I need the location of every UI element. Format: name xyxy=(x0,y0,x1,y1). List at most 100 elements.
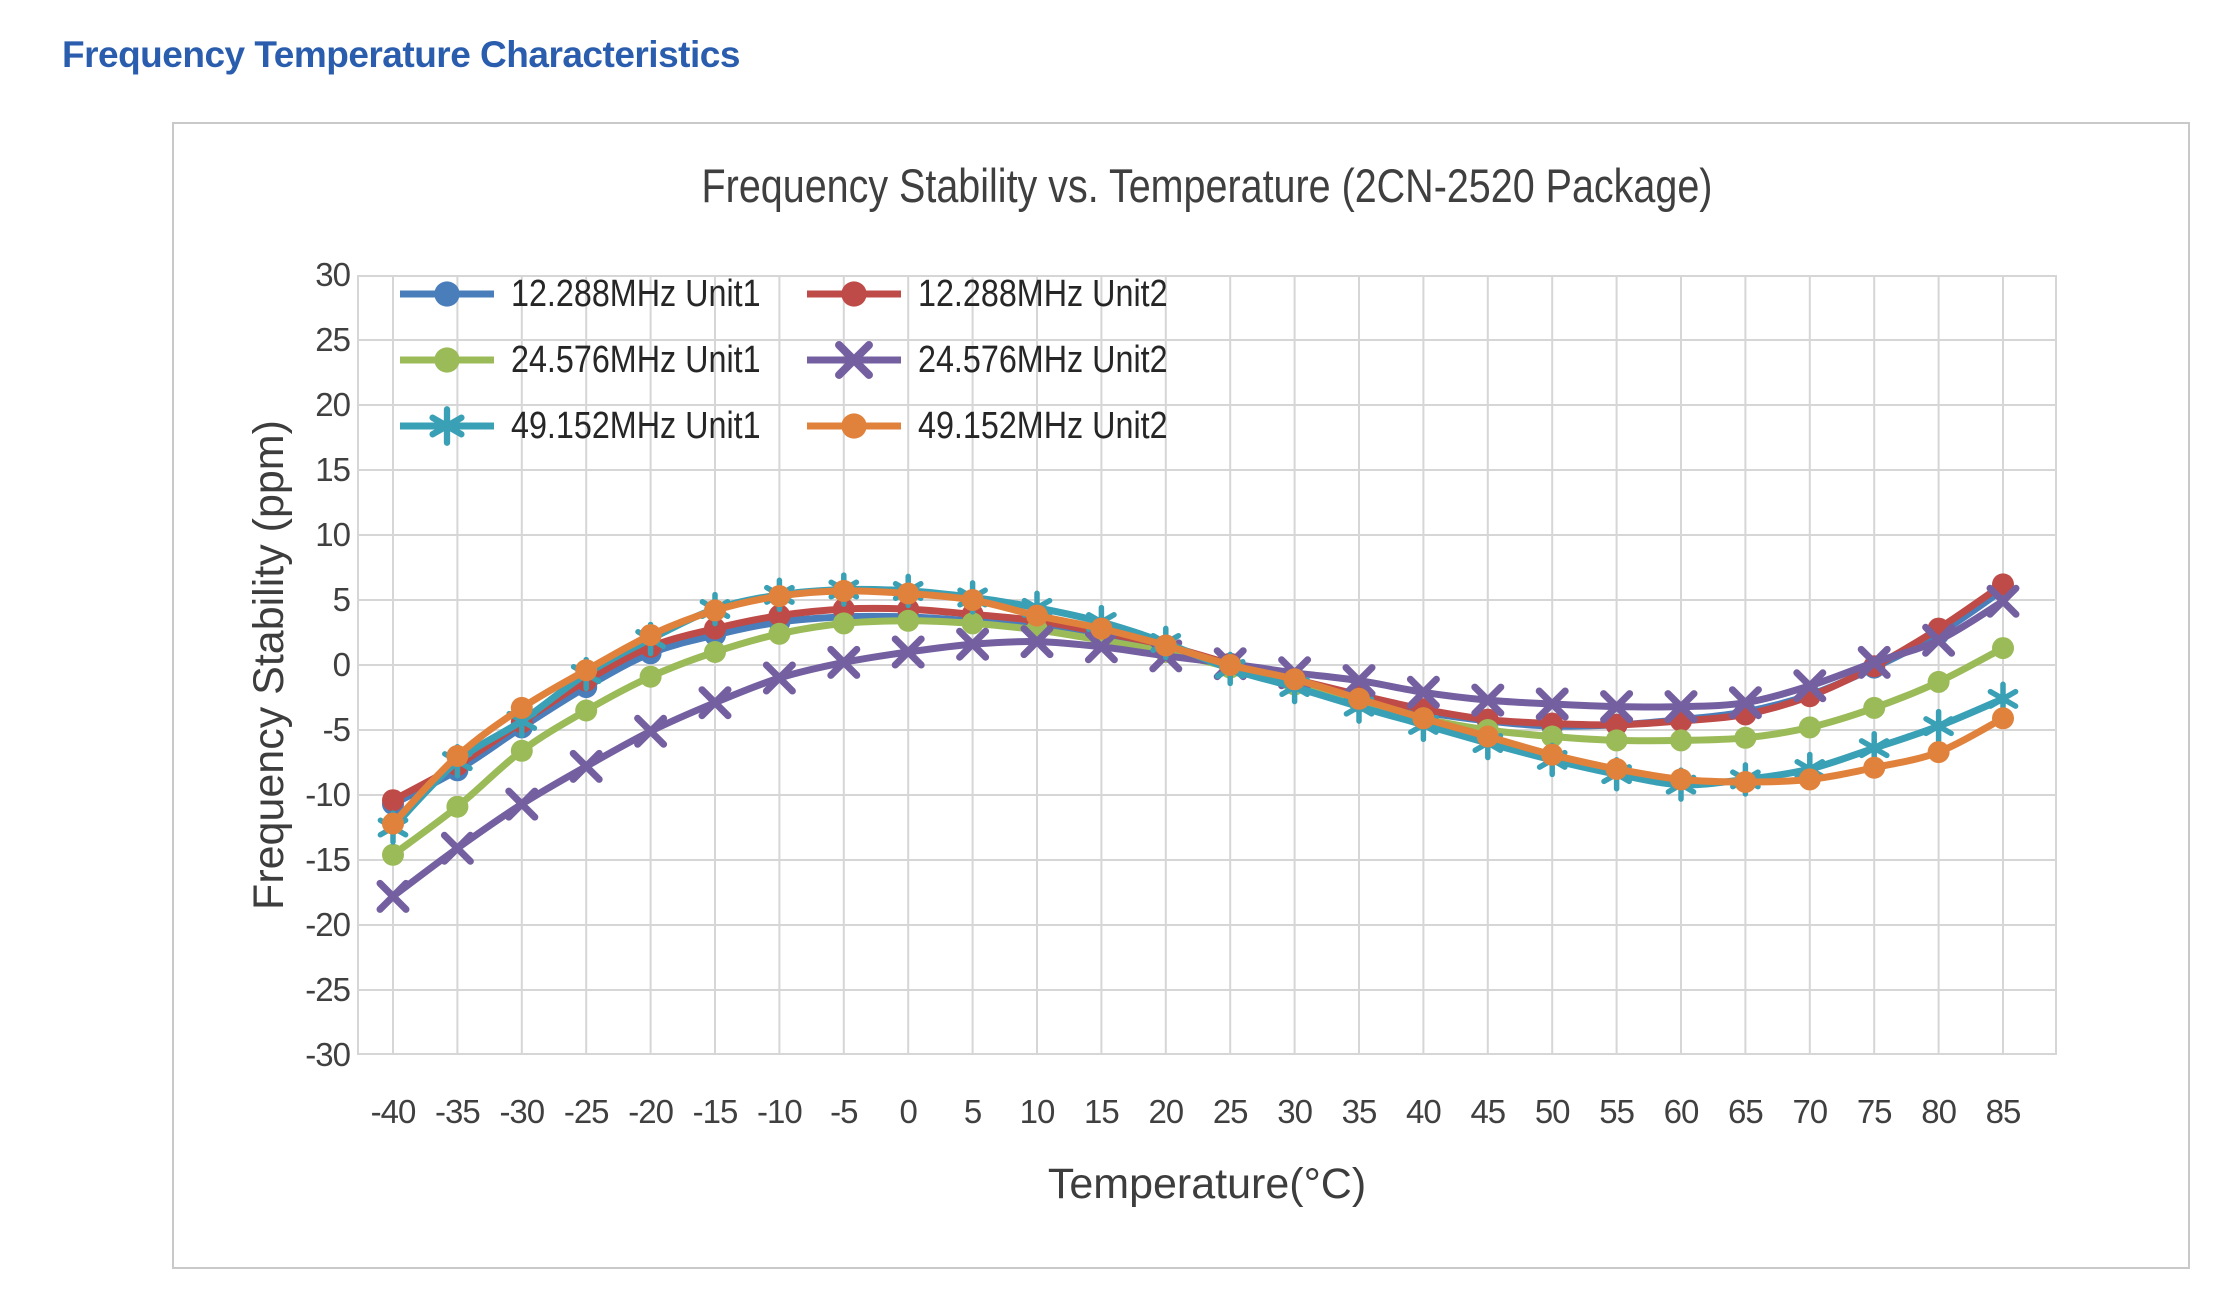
data-point-circle xyxy=(897,609,920,632)
chart-title: Frequency Stability vs. Temperature (2CN… xyxy=(701,159,1713,212)
data-point-circle xyxy=(575,659,598,682)
data-point-circle xyxy=(768,622,791,645)
data-point-x xyxy=(376,879,410,913)
x-tick-label: 80 xyxy=(1921,1093,1957,1130)
x-tick-label: 30 xyxy=(1277,1093,1313,1130)
data-point-x xyxy=(569,749,603,783)
x-tick-label: 85 xyxy=(1985,1093,2022,1130)
data-point-x xyxy=(1986,584,2020,618)
y-tick-label: 10 xyxy=(315,516,351,553)
data-point-x xyxy=(1793,669,1827,703)
data-point-circle xyxy=(832,612,855,635)
y-tick-label: -25 xyxy=(305,971,351,1008)
data-point-circle xyxy=(639,665,662,688)
data-point-circle xyxy=(1927,670,1950,693)
data-point-circle xyxy=(639,624,662,647)
data-point-circle xyxy=(897,582,920,605)
x-tick-label: 50 xyxy=(1534,1093,1571,1130)
x-tick-label: 0 xyxy=(899,1093,918,1130)
data-point-circle xyxy=(832,579,855,602)
y-tick-label: 0 xyxy=(332,646,351,683)
data-point-circle xyxy=(1734,726,1757,749)
data-point-circle xyxy=(575,699,598,722)
data-point-x xyxy=(1664,690,1698,724)
x-tick-label: -20 xyxy=(628,1093,674,1130)
x-tick-label: 75 xyxy=(1856,1093,1893,1130)
data-point-circle xyxy=(961,589,984,611)
x-tick-label: 10 xyxy=(1019,1093,1056,1130)
data-point-x xyxy=(1728,686,1762,720)
data-point-circle xyxy=(704,617,726,640)
data-point-circle xyxy=(510,739,533,762)
data-point-circle xyxy=(1026,604,1048,627)
data-point-circle xyxy=(510,696,533,719)
data-point-circle xyxy=(1605,758,1628,780)
data-point-circle xyxy=(382,843,404,866)
x-tick-label: 45 xyxy=(1470,1093,1506,1130)
data-point-x xyxy=(762,661,796,695)
data-point-circle xyxy=(1992,573,2014,596)
x-tick-label: 20 xyxy=(1148,1093,1184,1130)
data-point-circle xyxy=(1348,687,1370,710)
data-point-x xyxy=(827,645,861,679)
y-tick-label: -5 xyxy=(322,711,351,748)
data-point-circle xyxy=(1090,617,1113,640)
data-point-circle xyxy=(1798,716,1821,739)
page-title: Frequency Temperature Characteristics xyxy=(62,34,740,75)
data-point-circle xyxy=(1798,768,1821,791)
data-point-x xyxy=(1342,664,1376,698)
x-tick-label: 35 xyxy=(1341,1093,1378,1130)
x-tick-label: -10 xyxy=(757,1093,803,1130)
x-tick-label: 60 xyxy=(1663,1093,1700,1130)
data-point-circle xyxy=(704,641,726,663)
data-point-x xyxy=(1406,675,1440,709)
y-tick-label: -30 xyxy=(305,1036,351,1073)
y-tick-label: 25 xyxy=(315,321,351,358)
data-point-circle xyxy=(446,745,469,767)
x-axis-title: Temperature(°C) xyxy=(1047,1160,1367,1208)
data-point-x xyxy=(1535,687,1569,721)
data-point-circle xyxy=(768,604,791,627)
y-tick-label: -10 xyxy=(305,776,351,813)
data-point-circle xyxy=(1992,707,2014,730)
data-point-x xyxy=(440,831,474,865)
x-tick-label: -15 xyxy=(692,1093,739,1130)
data-point-circle xyxy=(382,812,404,835)
plot-area xyxy=(357,275,2057,1055)
data-point-circle xyxy=(1412,707,1435,730)
y-tick-label: 20 xyxy=(315,386,351,423)
data-point-circle xyxy=(1863,696,1886,719)
data-point-x xyxy=(698,686,732,720)
data-point-x xyxy=(505,787,539,821)
x-tick-label: -40 xyxy=(370,1093,417,1130)
data-point-circle xyxy=(1734,771,1757,793)
x-tick-label: 5 xyxy=(963,1093,982,1130)
x-tick-label: 55 xyxy=(1599,1093,1635,1130)
data-point-x xyxy=(1020,625,1054,659)
data-point-x xyxy=(956,627,990,661)
data-point-x xyxy=(1600,690,1634,724)
x-tick-label: -30 xyxy=(499,1093,545,1130)
data-point-circle xyxy=(1476,725,1499,748)
y-tick-label: -20 xyxy=(305,906,351,943)
data-point-circle xyxy=(1863,756,1886,779)
data-point-circle xyxy=(1154,634,1177,657)
data-point-circle xyxy=(1992,637,2014,660)
y-tick-label: 5 xyxy=(332,581,351,618)
data-point-circle xyxy=(704,599,726,622)
data-point-x xyxy=(1922,623,1956,657)
x-tick-label: -35 xyxy=(435,1093,481,1130)
y-axis-title: Frequency Stability (ppm) xyxy=(245,420,293,910)
data-point-x xyxy=(1084,630,1118,664)
data-point-circle xyxy=(768,585,791,608)
data-point-circle xyxy=(1219,654,1242,676)
data-point-circle xyxy=(1541,743,1564,766)
x-tick-label: 65 xyxy=(1728,1093,1764,1130)
data-point-x xyxy=(634,714,668,748)
data-point-x xyxy=(1857,645,1891,679)
plot-border xyxy=(357,275,2057,1055)
x-tick-label: 15 xyxy=(1084,1093,1120,1130)
data-point-circle xyxy=(1605,713,1628,736)
data-point-circle xyxy=(1670,768,1692,791)
chart-card: Frequency Stability vs. Temperature (2CN… xyxy=(172,122,2190,1269)
